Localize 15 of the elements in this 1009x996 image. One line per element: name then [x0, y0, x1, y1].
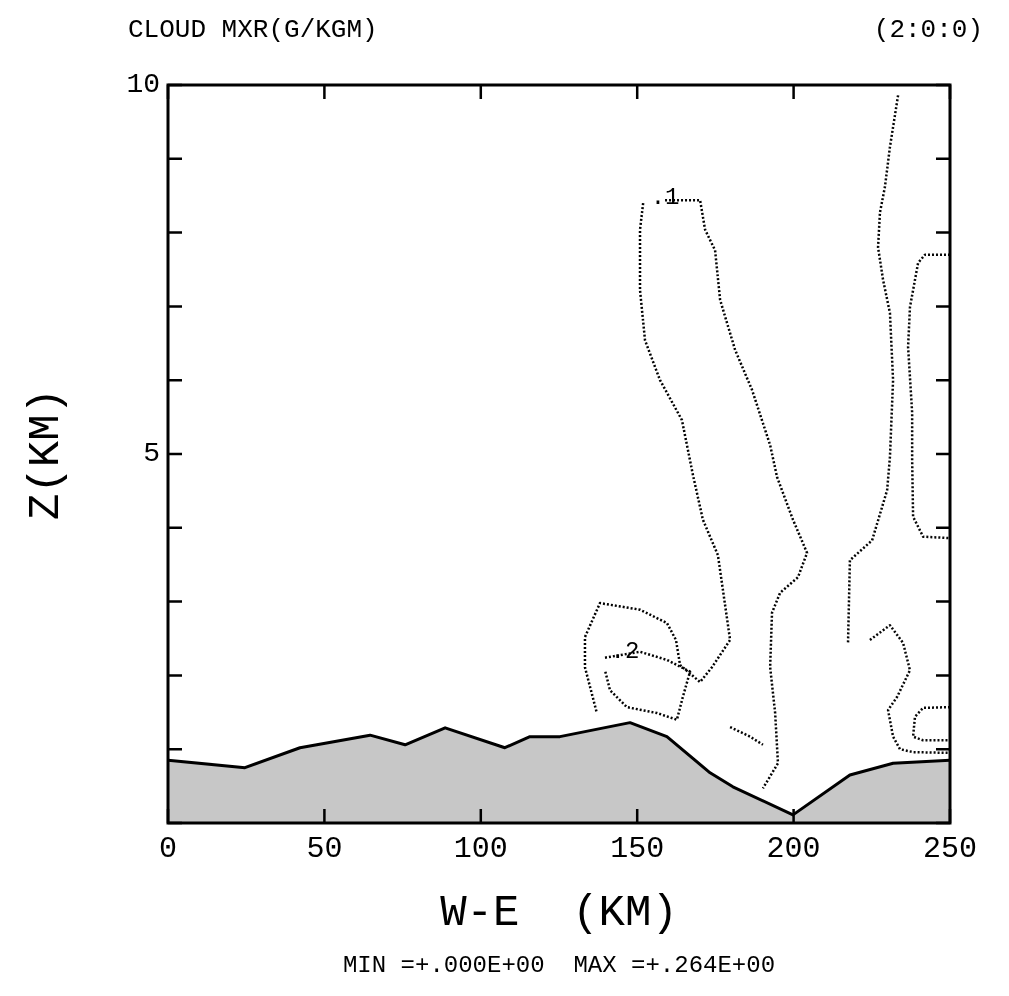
y-axis-title: Z(KM): [20, 387, 71, 521]
chart-subtitle: (2:0:0): [873, 14, 983, 45]
annotation: .2: [610, 638, 640, 666]
x-tick-label: 250: [922, 831, 978, 866]
x-tick-label: 100: [453, 831, 508, 866]
x-tick-label: 0: [158, 831, 178, 866]
text: MIN =+.000E+00 MAX =+.264E+00: [342, 952, 776, 980]
annotation: .1: [650, 183, 680, 211]
x-axis-title: W-E (KM): [440, 887, 678, 938]
chart-title: CLOUD MXR(G/KGM): [128, 14, 378, 45]
x-tick-label: 200: [766, 831, 821, 866]
y-tick-label: 5: [143, 438, 160, 470]
y-tick-label: 10: [126, 69, 160, 101]
x-tick-label: 150: [610, 831, 665, 866]
x-tick-label: 50: [306, 831, 343, 866]
